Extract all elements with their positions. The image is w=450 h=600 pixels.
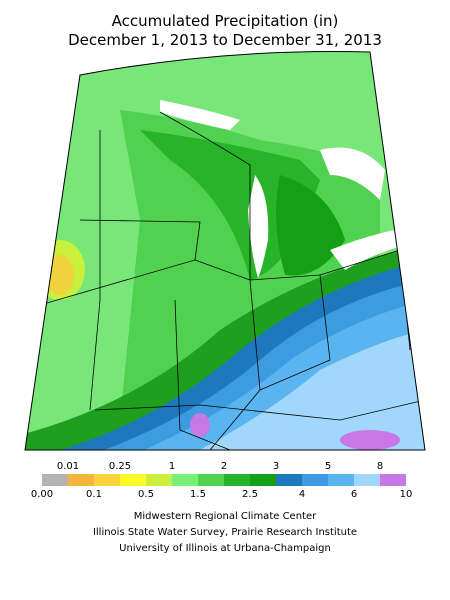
map-frame <box>24 50 426 451</box>
credit-line: Illinois State Water Survey, Prairie Res… <box>93 527 357 538</box>
legend-label-lower: 4 <box>299 489 305 500</box>
legend-labels: 0.01 0.25 1 2 3 5 8 0.00 0.1 0.5 1.5 2.5 4 6 10 <box>31 461 413 500</box>
legend-label-upper: 3 <box>273 461 279 472</box>
legend-label-lower: 10 <box>400 489 413 500</box>
title-line: December 1, 2013 to December 31, 2013 <box>68 31 382 49</box>
legend-label-upper: 2 <box>221 461 227 472</box>
title-line: Accumulated Precipitation (in) <box>112 12 339 30</box>
credit-line: University of Illinois at Urbana-Champai… <box>119 543 331 554</box>
precip-map <box>25 51 425 450</box>
legend-label-upper: 0.01 <box>57 461 79 472</box>
legend-label-lower: 0.1 <box>86 489 102 500</box>
legend-label-upper: 8 <box>377 461 383 472</box>
legend-label-lower: 0.5 <box>138 489 154 500</box>
legend-label-lower: 1.5 <box>190 489 206 500</box>
legend-bar <box>42 474 406 486</box>
legend-label-lower: 2.5 <box>242 489 258 500</box>
legend-label-upper: 5 <box>325 461 331 472</box>
credit-line: Midwestern Regional Climate Center <box>134 511 317 522</box>
legend-label-lower: 6 <box>351 489 357 500</box>
legend-label-lower: 0.00 <box>31 489 53 500</box>
legend-label-upper: 0.25 <box>109 461 131 472</box>
legend-label-upper: 1 <box>169 461 175 472</box>
